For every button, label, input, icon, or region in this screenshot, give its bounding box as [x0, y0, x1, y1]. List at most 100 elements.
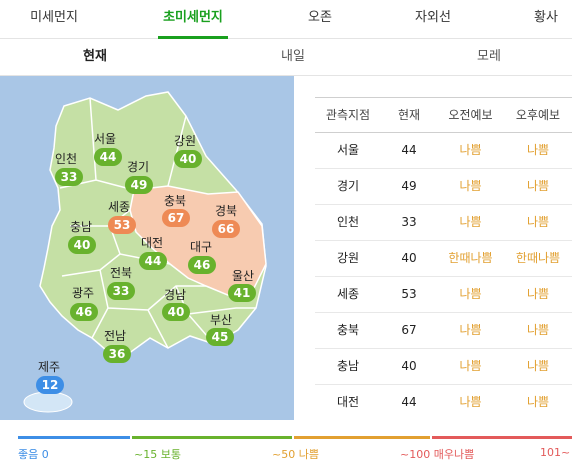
- legend-label-good: 좋음 0: [18, 448, 49, 461]
- table-row: 대전 44 나쁨 나쁨: [315, 385, 572, 420]
- am-forecast: 나쁨: [459, 215, 482, 229]
- tab-tomorrow[interactable]: 내일: [281, 49, 305, 64]
- current-value: 53: [401, 287, 417, 301]
- region-label-jeju: 제주: [38, 360, 61, 374]
- legend-bar-good: [18, 436, 130, 439]
- table-row: 서울 44 나쁨 나쁨: [315, 133, 572, 169]
- station-name: 충북: [336, 323, 360, 337]
- header-current: 현재: [397, 108, 421, 122]
- region-badge-gangwon[interactable]: 40: [174, 150, 202, 168]
- region-badge-daegu[interactable]: 46: [188, 256, 216, 274]
- region-label-incheon: 인천: [55, 152, 78, 166]
- legend-bar-normal: [132, 436, 292, 439]
- tab-uv[interactable]: 자외선: [415, 10, 451, 25]
- pm-forecast: 나쁨: [526, 143, 550, 157]
- tab-yellow-dust[interactable]: 황사: [534, 10, 558, 25]
- table-row: 충남 40 나쁨 나쁨: [315, 349, 572, 385]
- tab-day-after-tomorrow[interactable]: 모레: [477, 49, 501, 64]
- region-label-daegu: 대구: [190, 240, 213, 254]
- region-badge-jeonbuk[interactable]: 33: [107, 282, 135, 300]
- am-forecast: 나쁨: [459, 179, 482, 193]
- current-value: 40: [401, 251, 417, 265]
- region-label-chungbuk: 충북: [164, 194, 187, 208]
- region-label-chungnam: 충남: [70, 220, 93, 234]
- region-label-jeonnam: 전남: [104, 329, 127, 343]
- station-name: 서울: [336, 143, 360, 157]
- am-forecast: 한때나쁨: [448, 251, 493, 265]
- station-table[interactable]: 관측지점 현재 오전예보 오후예보 서울 44 나쁨 나쁨 경기 49 나쁨 나…: [315, 97, 572, 420]
- pm-forecast: 나쁨: [526, 359, 550, 373]
- region-badge-seoul[interactable]: 44: [94, 148, 122, 166]
- current-value: 40: [401, 359, 417, 373]
- station-name: 강원: [336, 251, 360, 265]
- region-label-gangwon: 강원: [174, 134, 197, 148]
- station-name: 충남: [336, 359, 360, 373]
- legend-bar-bad: [294, 436, 430, 439]
- region-label-gyeongnam: 경남: [164, 288, 187, 302]
- region-label-seoul: 서울: [94, 132, 117, 146]
- region-badge-incheon[interactable]: 33: [55, 168, 83, 186]
- current-value: 67: [401, 323, 417, 337]
- legend-bar-very-bad: [432, 436, 572, 439]
- air-quality-legend: 좋음 0 ~15 보통 ~50 나쁨 ~100 매우나쁨 101~: [18, 432, 572, 472]
- region-label-gyeonggi: 경기: [127, 160, 150, 174]
- table-header: 관측지점 현재 오전예보 오후예보: [315, 97, 572, 133]
- region-badge-busan[interactable]: 45: [206, 328, 234, 346]
- header-am-forecast: 오전예보: [448, 108, 493, 122]
- station-name: 인천: [336, 215, 360, 229]
- legend-label-hazardous: 101~: [540, 446, 571, 459]
- region-badge-jeonnam[interactable]: 36: [103, 345, 131, 363]
- current-value: 44: [401, 395, 417, 409]
- station-name: 경기: [336, 179, 360, 193]
- region-label-gyeongbuk: 경북: [215, 204, 238, 218]
- region-badge-daejeon[interactable]: 44: [139, 252, 167, 270]
- korea-map: 서울 44 강원 40 인천 33 경기 49 세종 53 충북 67 경북 6…: [0, 76, 294, 420]
- pm-forecast: 나쁨: [526, 323, 550, 337]
- pm-forecast: 나쁨: [526, 215, 550, 229]
- table-row: 강원 40 한때나쁨 한때나쁨: [315, 241, 572, 277]
- current-value: 49: [401, 179, 417, 193]
- am-forecast: 나쁨: [459, 287, 482, 301]
- table-row: 세종 53 나쁨 나쁨: [315, 277, 572, 313]
- region-badge-sejong[interactable]: 53: [108, 216, 136, 234]
- header-station: 관측지점: [325, 108, 371, 122]
- tab-pm25[interactable]: 초미세먼지: [158, 0, 228, 39]
- station-name: 세종: [336, 287, 360, 301]
- region-badge-chungbuk[interactable]: 67: [162, 209, 190, 227]
- am-forecast: 나쁨: [459, 323, 482, 337]
- table-row: 인천 33 나쁨 나쁨: [315, 205, 572, 241]
- region-badge-gwangju[interactable]: 46: [70, 303, 98, 321]
- table-row: 경기 49 나쁨 나쁨: [315, 169, 572, 205]
- region-badge-gyeongnam[interactable]: 40: [162, 303, 190, 321]
- legend-label-very-bad: ~100 매우나쁨: [400, 448, 475, 461]
- current-value: 44: [401, 143, 417, 157]
- pm-forecast: 나쁨: [526, 395, 550, 409]
- legend-label-normal: ~15 보통: [134, 448, 181, 461]
- current-value: 33: [401, 215, 417, 229]
- region-label-jeonbuk: 전북: [110, 266, 133, 280]
- region-badge-gyeonggi[interactable]: 49: [125, 176, 153, 194]
- region-label-ulsan: 울산: [232, 269, 255, 283]
- region-badge-jeju[interactable]: 12: [36, 376, 64, 394]
- pm-forecast: 나쁨: [526, 287, 550, 301]
- region-badge-chungnam[interactable]: 40: [68, 236, 96, 254]
- pm-forecast: 한때나쁨: [515, 251, 561, 265]
- am-forecast: 나쁨: [459, 395, 482, 409]
- day-tabs: 현재 내일 모레: [0, 39, 572, 76]
- region-label-gwangju: 광주: [72, 286, 95, 300]
- tab-pm10[interactable]: 미세먼지: [30, 10, 78, 25]
- am-forecast: 나쁨: [459, 359, 482, 373]
- legend-label-bad: ~50 나쁨: [272, 448, 319, 461]
- tab-ozone[interactable]: 오존: [308, 10, 332, 25]
- region-badge-ulsan[interactable]: 41: [228, 284, 256, 302]
- main-tabs: 미세먼지 초미세먼지 오존 자외선 황사: [0, 0, 572, 39]
- table-row: 충북 67 나쁨 나쁨: [315, 313, 572, 349]
- region-label-daejeon: 대전: [141, 236, 164, 250]
- pm-forecast: 나쁨: [526, 179, 550, 193]
- am-forecast: 나쁨: [459, 143, 482, 157]
- tab-today[interactable]: 현재: [83, 49, 107, 64]
- region-label-busan: 부산: [210, 313, 233, 327]
- header-pm-forecast: 오후예보: [515, 108, 561, 122]
- region-badge-gyeongbuk[interactable]: 66: [212, 220, 240, 238]
- station-name: 대전: [336, 395, 360, 409]
